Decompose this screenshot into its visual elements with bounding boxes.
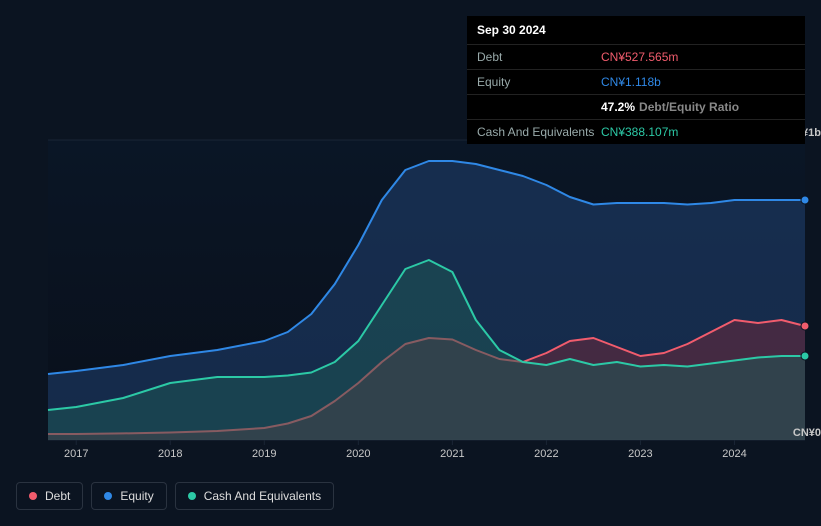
legend-item-cash-and-equivalents[interactable]: Cash And Equivalents xyxy=(175,482,334,510)
tooltip-row: Cash And EquivalentsCN¥388.107m xyxy=(467,119,805,144)
x-axis-tick-label: 2018 xyxy=(158,448,182,460)
legend-item-equity[interactable]: Equity xyxy=(91,482,166,510)
x-axis-tick-label: 2022 xyxy=(534,448,558,460)
tooltip-row: DebtCN¥527.565m xyxy=(467,44,805,69)
x-axis-tick-label: 2020 xyxy=(346,448,370,460)
tooltip-row-value: CN¥388.107m xyxy=(601,125,678,139)
x-axis-tick-label: 2023 xyxy=(628,448,652,460)
chart-legend: Debt Equity Cash And Equivalents xyxy=(16,482,334,510)
x-axis-tick-label: 2019 xyxy=(252,448,276,460)
tooltip-row: 47.2%Debt/Equity Ratio xyxy=(467,94,805,119)
tooltip-date: Sep 30 2024 xyxy=(467,16,805,44)
x-axis-tick-label: 2021 xyxy=(440,448,464,460)
x-axis-tick-label: 2017 xyxy=(64,448,88,460)
tooltip-row-label: Cash And Equivalents xyxy=(477,125,601,139)
tooltip-row-label xyxy=(477,100,601,114)
legend-item-debt[interactable]: Debt xyxy=(16,482,83,510)
legend-dot xyxy=(29,492,37,500)
x-axis-labels: 2017 2018 2019 2020 2021 2022 2023 2024 xyxy=(0,448,821,468)
tooltip-row-value: CN¥1.118b xyxy=(601,75,661,89)
legend-label: Debt xyxy=(45,489,70,503)
legend-label: Cash And Equivalents xyxy=(204,489,321,503)
legend-label: Equity xyxy=(120,489,153,503)
chart-tooltip: Sep 30 2024 DebtCN¥527.565mEquityCN¥1.11… xyxy=(467,16,805,144)
legend-dot xyxy=(104,492,112,500)
y-axis-tick-label: CN¥0 xyxy=(779,427,821,439)
tooltip-row-label: Equity xyxy=(477,75,601,89)
tooltip-row-label: Debt xyxy=(477,50,601,64)
tooltip-row-value: 47.2%Debt/Equity Ratio xyxy=(601,100,739,114)
tooltip-row: EquityCN¥1.118b xyxy=(467,69,805,94)
tooltip-row-value: CN¥527.565m xyxy=(601,50,678,64)
x-axis-tick-label: 2024 xyxy=(722,448,746,460)
legend-dot xyxy=(188,492,196,500)
